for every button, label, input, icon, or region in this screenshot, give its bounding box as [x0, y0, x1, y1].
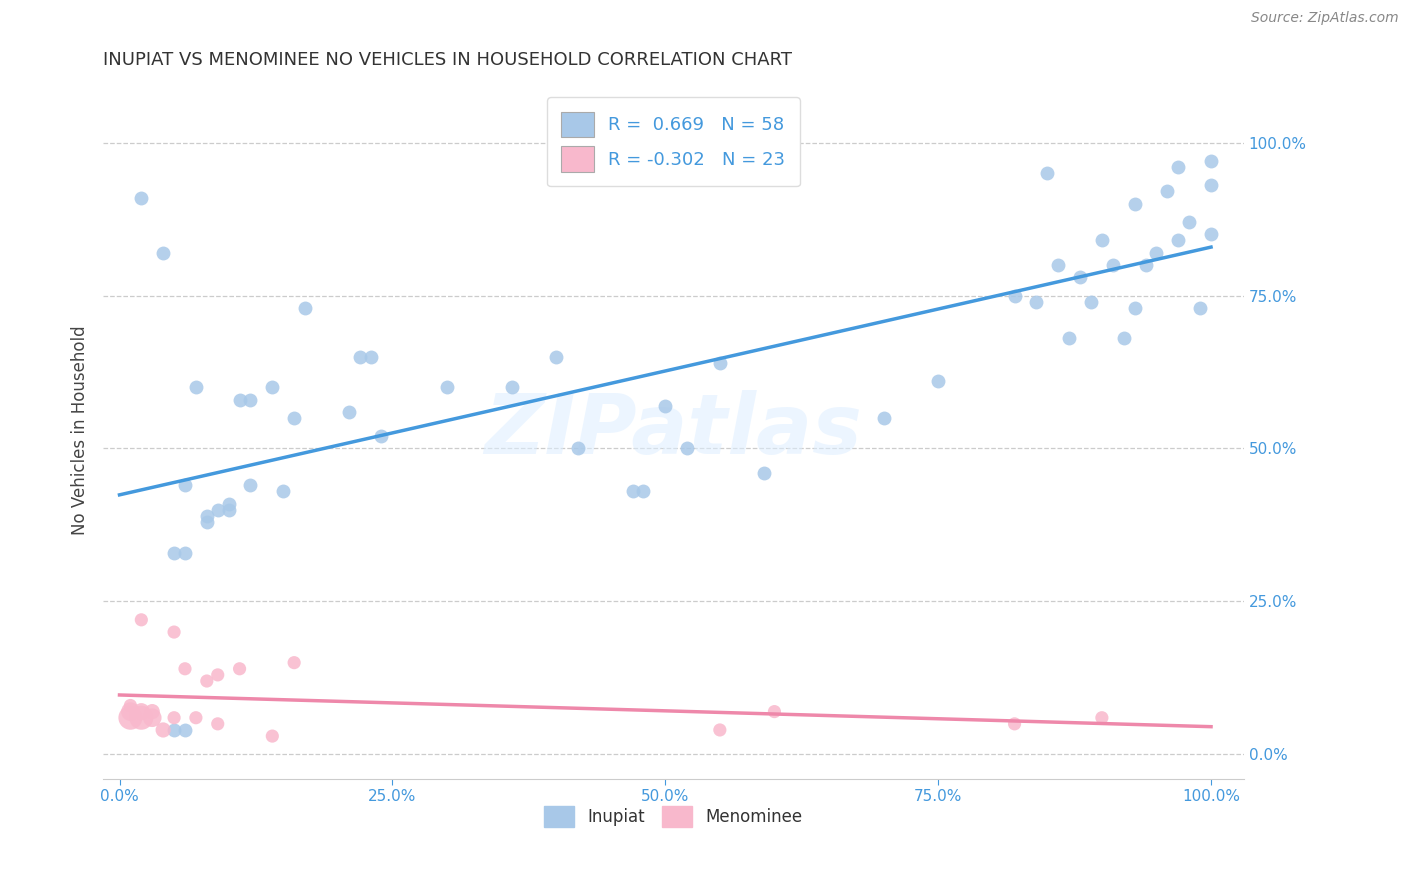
Point	[262, 380, 284, 394]
Point	[1123, 301, 1146, 315]
Point	[1156, 185, 1178, 199]
Point	[1057, 331, 1080, 345]
Point	[163, 625, 186, 640]
Point	[174, 723, 197, 737]
Point	[1146, 245, 1168, 260]
Point	[1025, 294, 1047, 309]
Point	[1189, 301, 1212, 315]
Point	[1199, 227, 1222, 242]
Point	[752, 466, 775, 480]
Point	[621, 484, 644, 499]
Point	[1112, 331, 1135, 345]
Point	[501, 380, 523, 394]
Point	[676, 442, 699, 456]
Point	[1069, 270, 1091, 285]
Legend: Inupiat, Menominee: Inupiat, Menominee	[537, 800, 810, 833]
Text: ZIPatlas: ZIPatlas	[485, 390, 862, 471]
Point	[131, 705, 153, 719]
Point	[141, 705, 163, 719]
Text: INUPIAT VS MENOMINEE NO VEHICLES IN HOUSEHOLD CORRELATION CHART: INUPIAT VS MENOMINEE NO VEHICLES IN HOUS…	[103, 51, 792, 69]
Point	[1101, 258, 1123, 272]
Point	[654, 399, 676, 413]
Point	[1091, 234, 1114, 248]
Point	[872, 410, 894, 425]
Point	[1178, 215, 1201, 229]
Point	[207, 502, 229, 516]
Point	[294, 301, 316, 315]
Point	[195, 508, 218, 523]
Point	[120, 711, 142, 725]
Point	[1135, 258, 1157, 272]
Point	[174, 545, 197, 559]
Point	[283, 656, 305, 670]
Point	[709, 356, 731, 370]
Point	[120, 698, 142, 713]
Point	[337, 405, 360, 419]
Point	[370, 429, 392, 443]
Point	[120, 705, 142, 719]
Point	[1167, 160, 1189, 174]
Point	[218, 502, 240, 516]
Y-axis label: No Vehicles in Household: No Vehicles in Household	[72, 326, 89, 535]
Point	[567, 442, 589, 456]
Point	[131, 711, 153, 725]
Point	[184, 711, 207, 725]
Point	[152, 723, 174, 737]
Point	[131, 613, 153, 627]
Point	[1004, 288, 1026, 302]
Point	[228, 662, 250, 676]
Point	[152, 245, 174, 260]
Point	[1047, 258, 1070, 272]
Point	[218, 497, 240, 511]
Point	[141, 711, 163, 725]
Point	[436, 380, 458, 394]
Point	[271, 484, 294, 499]
Point	[207, 716, 229, 731]
Point	[163, 711, 186, 725]
Text: Source: ZipAtlas.com: Source: ZipAtlas.com	[1251, 11, 1399, 25]
Point	[1091, 711, 1114, 725]
Point	[163, 545, 186, 559]
Point	[174, 662, 197, 676]
Point	[262, 729, 284, 743]
Point	[207, 668, 229, 682]
Point	[1004, 716, 1026, 731]
Point	[195, 673, 218, 688]
Point	[163, 723, 186, 737]
Point	[195, 515, 218, 529]
Point	[1123, 196, 1146, 211]
Point	[1199, 153, 1222, 168]
Point	[360, 350, 382, 364]
Point	[1036, 166, 1059, 180]
Point	[633, 484, 655, 499]
Point	[239, 478, 262, 492]
Point	[546, 350, 568, 364]
Point	[131, 191, 153, 205]
Point	[174, 478, 197, 492]
Point	[1199, 178, 1222, 193]
Point	[927, 374, 949, 388]
Point	[1080, 294, 1102, 309]
Point	[283, 410, 305, 425]
Point	[239, 392, 262, 407]
Point	[709, 723, 731, 737]
Point	[349, 350, 371, 364]
Point	[763, 705, 786, 719]
Point	[1167, 234, 1189, 248]
Point	[184, 380, 207, 394]
Point	[228, 392, 250, 407]
